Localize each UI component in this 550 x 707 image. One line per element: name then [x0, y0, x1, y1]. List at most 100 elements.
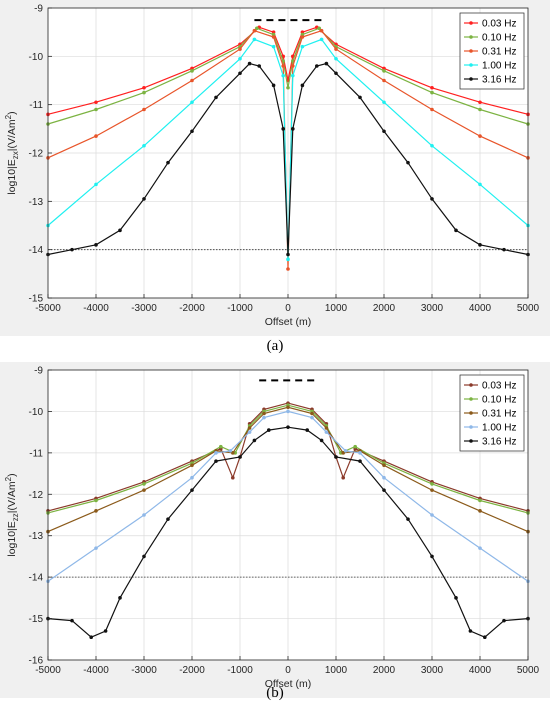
- data-point: [257, 64, 262, 68]
- chart-panel-a: -5000 -4000 -3000 -2000 -1000 0 1000 2000 3000 40…: [0, 0, 550, 336]
- y-label-unit: |(V/Am: [6, 481, 18, 513]
- series-3-16-Hz: [46, 425, 530, 640]
- data-point: [334, 71, 338, 76]
- data-point: [478, 134, 482, 138]
- legend-swatch-marker: [469, 49, 473, 53]
- data-point: [478, 107, 482, 112]
- data-point: [142, 90, 146, 95]
- data-point: [319, 28, 324, 33]
- data-point: [142, 513, 146, 517]
- data-point: [317, 26, 322, 31]
- data-point: [478, 243, 482, 247]
- data-point: [502, 247, 506, 252]
- x-tick-label: -1000: [227, 665, 253, 676]
- y-label-sub: zx: [11, 151, 20, 159]
- x-tick-label: 5000: [517, 303, 540, 314]
- data-point: [382, 463, 386, 468]
- data-point: [166, 160, 170, 165]
- x-tick-label: -3000: [131, 665, 157, 676]
- y-label-sup: 2: [4, 476, 13, 481]
- data-point: [94, 134, 98, 138]
- data-point: [262, 415, 266, 420]
- series-0-10-Hz: [46, 26, 530, 126]
- chart-panel-b: -5000 -4000 -3000 -2000 -1000 0 1000 2000 3000 40…: [0, 362, 550, 698]
- data-point: [430, 107, 434, 112]
- data-point: [238, 455, 242, 459]
- data-point: [291, 64, 295, 68]
- data-point: [103, 629, 108, 633]
- x-tick-label: 5000: [517, 665, 540, 676]
- legend-swatch-marker: [469, 425, 473, 429]
- y-tick-label: -15: [29, 614, 44, 625]
- legend-swatch-marker: [469, 77, 473, 81]
- legend-entry: 0.10 Hz: [482, 33, 516, 44]
- data-point: [231, 475, 235, 480]
- legend-swatch-marker: [469, 21, 473, 25]
- legend-entry: 0.03 Hz: [482, 381, 516, 392]
- data-point: [142, 107, 146, 112]
- x-tick-label: 0: [285, 665, 291, 676]
- data-point: [281, 73, 286, 78]
- data-point: [430, 85, 434, 90]
- y-label-main: log10|E: [6, 159, 18, 194]
- data-point: [190, 100, 194, 105]
- legend: 0.03 Hz 0.10 Hz 0.31 Hz 1.00 Hz 3.16 Hz: [459, 374, 525, 452]
- data-point: [94, 498, 98, 503]
- y-tick-label: -9: [34, 366, 43, 377]
- data-point: [271, 83, 276, 88]
- y-tick-label: -10: [29, 52, 44, 63]
- data-point: [252, 37, 257, 42]
- y-label-sup: 2: [4, 114, 13, 119]
- data-point: [142, 197, 146, 201]
- data-point: [286, 405, 290, 410]
- x-tick-label: -5000: [35, 665, 61, 676]
- legend-entry: 0.10 Hz: [482, 395, 516, 406]
- data-point: [214, 95, 218, 100]
- data-point: [219, 444, 223, 449]
- caption-b: (b): [266, 685, 284, 701]
- data-point: [190, 129, 194, 134]
- data-point: [430, 90, 434, 95]
- data-point: [166, 517, 170, 521]
- data-point: [341, 475, 346, 480]
- data-point: [358, 451, 362, 455]
- y-label-unit: |(V/Am: [6, 119, 18, 151]
- data-point: [310, 415, 314, 420]
- legend-swatch-marker: [469, 383, 473, 387]
- data-point: [247, 426, 252, 430]
- data-point: [190, 78, 194, 83]
- series-0-31-Hz: [46, 28, 530, 271]
- y-label-close: ): [6, 111, 18, 115]
- chart-b-svg: -5000 -4000 -3000 -2000 -1000 0 1000 2000 3000 40…: [0, 362, 550, 698]
- data-point: [281, 64, 286, 68]
- data-point: [286, 409, 290, 414]
- data-point: [252, 438, 257, 443]
- data-point: [478, 498, 482, 503]
- x-tick-label: 3000: [421, 665, 444, 676]
- data-point: [238, 71, 242, 76]
- data-point: [300, 44, 305, 49]
- caption-a: (a): [266, 338, 284, 354]
- data-point: [252, 28, 257, 33]
- data-point: [305, 428, 310, 432]
- y-tick-label: -9: [34, 4, 43, 15]
- data-point: [334, 56, 338, 61]
- data-point: [142, 85, 146, 90]
- data-point: [70, 618, 74, 623]
- legend-entry: 0.31 Hz: [482, 47, 516, 58]
- y-tick-label: -16: [29, 656, 44, 667]
- data-point: [247, 430, 252, 434]
- data-point: [142, 143, 146, 148]
- data-point: [286, 257, 290, 262]
- data-point: [118, 228, 122, 233]
- data-point: [291, 127, 295, 131]
- legend-swatch-marker: [469, 63, 473, 67]
- x-tick-label: -2000: [179, 303, 205, 314]
- data-point: [382, 488, 386, 492]
- legend-entry: 1.00 Hz: [482, 61, 516, 72]
- x-tick-label: -3000: [131, 303, 157, 314]
- data-point: [286, 425, 290, 429]
- data-point: [430, 488, 434, 492]
- x-tick-label: 1000: [325, 665, 348, 676]
- data-point: [483, 635, 487, 640]
